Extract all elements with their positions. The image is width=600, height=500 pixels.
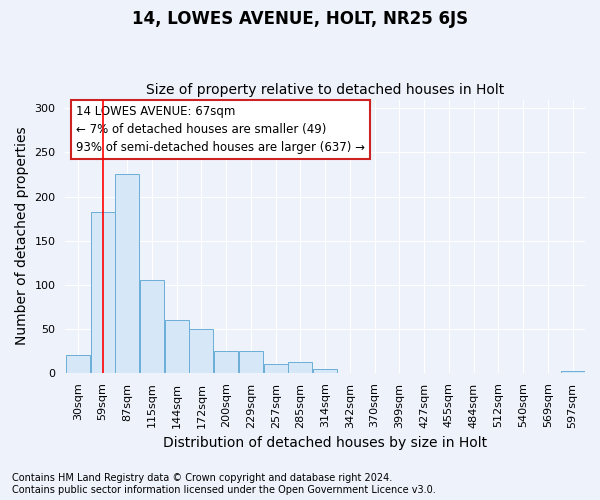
X-axis label: Distribution of detached houses by size in Holt: Distribution of detached houses by size …: [163, 436, 487, 450]
Text: 14 LOWES AVENUE: 67sqm
← 7% of detached houses are smaller (49)
93% of semi-deta: 14 LOWES AVENUE: 67sqm ← 7% of detached …: [76, 105, 365, 154]
Bar: [66, 355, 90, 373]
Bar: [190, 328, 214, 373]
Bar: [264, 364, 288, 373]
Text: Contains HM Land Registry data © Crown copyright and database right 2024.
Contai: Contains HM Land Registry data © Crown c…: [12, 474, 436, 495]
Y-axis label: Number of detached properties: Number of detached properties: [15, 127, 29, 346]
Title: Size of property relative to detached houses in Holt: Size of property relative to detached ho…: [146, 83, 505, 97]
Bar: [214, 351, 238, 373]
Text: 14, LOWES AVENUE, HOLT, NR25 6JS: 14, LOWES AVENUE, HOLT, NR25 6JS: [132, 10, 468, 28]
Bar: [239, 351, 263, 373]
Bar: [165, 320, 189, 373]
Bar: [115, 174, 139, 373]
Bar: [560, 371, 584, 373]
Bar: [140, 280, 164, 373]
Bar: [313, 370, 337, 373]
Bar: [289, 362, 313, 373]
Bar: [91, 212, 115, 373]
